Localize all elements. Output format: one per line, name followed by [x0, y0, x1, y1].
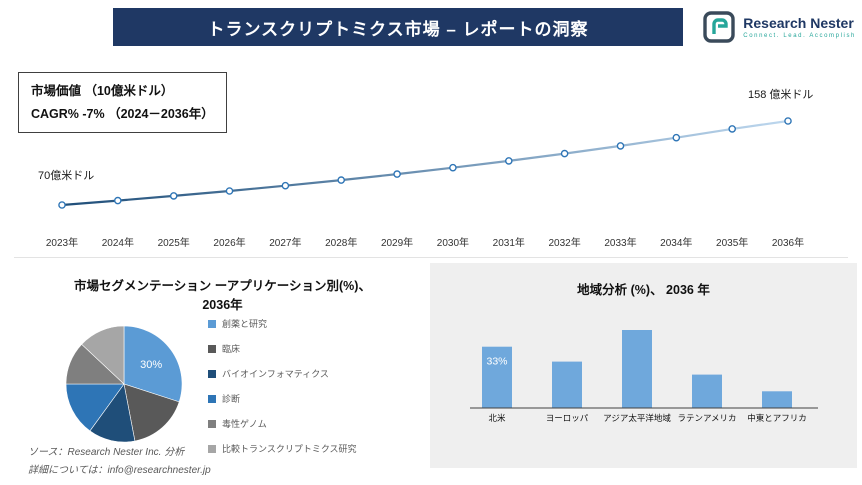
line-point: [169, 192, 178, 200]
legend-swatch: [208, 394, 216, 403]
logo-text: Research Nester Connect. Lead. Accomplis…: [743, 15, 856, 39]
line-point: [449, 163, 457, 172]
regional-analysis-panel: 地域分析 (%)、 2036 年 33% 北米 ヨーロッパ アジア太平洋地域 ラテンアメ…: [430, 263, 857, 468]
pie-legend-item: 創薬と研究: [208, 317, 357, 330]
pie-legend-item: 臨床: [208, 342, 357, 355]
legend-label: 創薬と研究: [222, 319, 268, 329]
pie-legend-item: バイオインフォマティクス: [208, 367, 357, 380]
bar-category-label: ラテンアメリカ: [677, 413, 736, 423]
legend-swatch: [208, 444, 216, 453]
logo-icon: [703, 11, 735, 43]
line-chart-x-axis: 2023年 2024年 2025年 2026年 2027年 2028年 2029年 2030年…: [0, 234, 862, 249]
legend-label: 毒性ゲノム: [222, 419, 267, 429]
legend-label: 診断: [222, 394, 241, 404]
line-point: [504, 157, 513, 165]
x-axis-label: 2030年: [436, 238, 470, 249]
pie-title-line1: 市場セグメンテーション ーアプリケーション別(%)、: [74, 279, 371, 293]
pie-legend-item: 比較トランスクリプトミクス研究: [208, 442, 357, 455]
x-axis-label: 2033年: [604, 238, 637, 249]
bar: [482, 346, 512, 408]
legend-swatch: [208, 369, 216, 378]
market-value-box: 市場価値 （10億米ドル） CAGR% -7% （2024－2036年）: [18, 72, 227, 133]
bar: [622, 330, 652, 408]
bar-data-label: 33%: [486, 356, 507, 368]
pie-slice: [123, 383, 180, 442]
x-axis-label: 2023年: [45, 238, 79, 249]
pie-slice: [81, 325, 125, 385]
bar-category-label: 中東とアフリカ: [747, 413, 807, 423]
line-point: [784, 117, 792, 125]
x-axis-label: 2035年: [716, 238, 749, 249]
legend-swatch: [208, 344, 216, 353]
bar-chart-title: 地域分析 (%)、 2036 年: [577, 283, 710, 297]
divider-rule: [14, 257, 848, 258]
line-series: [61, 119, 789, 207]
x-axis-label: 2036年: [771, 238, 805, 249]
legend-label: 比較トランスクリプトミクス研究: [222, 444, 357, 454]
x-axis-label: 2031年: [492, 238, 525, 249]
bar: [692, 374, 722, 408]
legend-swatch: [208, 419, 216, 428]
line-start-annotation: 70億米ドル: [38, 170, 95, 182]
x-axis-label: 2025年: [157, 238, 190, 249]
line-point: [393, 170, 401, 178]
logo-name: Research Nester: [743, 15, 854, 31]
footer-source: ソース：Research Nester Inc. 分析: [28, 447, 185, 458]
bar-chart: 33% 北米 ヨーロッパ アジア太平洋地域 ラテンアメリカ 中東とアフリカ: [470, 330, 818, 423]
pie-slice: [65, 383, 125, 432]
legend-swatch: [208, 319, 216, 328]
line-point: [58, 201, 66, 209]
x-axis-label: 2027年: [269, 238, 302, 249]
legend-label: バイオインフォマティクス: [222, 369, 329, 379]
bar: [552, 361, 582, 408]
line-point: [728, 125, 737, 133]
pie-legend: 創薬と研究臨床バイオインフォマティクス 診断毒性ゲノム比較トランスクリプトミクス研…: [208, 317, 357, 467]
pie-data-label: 30%: [140, 359, 162, 371]
pie-legend-item: 毒性ゲノム: [208, 417, 357, 430]
x-axis-label: 2032年: [548, 238, 581, 249]
x-axis-label: 2029年: [380, 238, 414, 249]
line-point: [560, 149, 569, 158]
line-end-annotation: 158 億米ドル: [748, 89, 814, 101]
bar: [762, 391, 792, 408]
logo-tagline: Connect. Lead. Accomplish: [743, 33, 856, 39]
line-point: [225, 187, 234, 195]
market-value-label: 市場価値 （10億米ドル）: [31, 84, 174, 98]
x-axis-label: 2028年: [325, 238, 358, 249]
x-axis-label: 2026年: [213, 238, 246, 249]
research-nester-logo: Research Nester Connect. Lead. Accomplis…: [702, 10, 856, 44]
footer: ソース：Research Nester Inc. 分析 詳細については：info…: [28, 444, 211, 479]
market-cagr-label: CAGR% -7% （2024－2036年）: [31, 106, 214, 121]
line-point: [337, 176, 346, 184]
x-axis-label: 2034年: [660, 238, 693, 249]
pie-title-line2: 2036年: [202, 297, 243, 312]
line-point: [114, 196, 122, 205]
line-point: [672, 133, 681, 142]
pie-slice: [123, 325, 183, 403]
line-point: [616, 142, 625, 150]
pie-chart: 30%: [65, 325, 183, 443]
legend-label: 臨床: [222, 344, 241, 354]
line-chart: [58, 117, 792, 209]
page-title: トランスクリプトミクス市場 – レポートの洞察: [113, 8, 683, 46]
bar-category-label: ヨーロッパ: [546, 413, 589, 423]
footer-contact: 詳細については：info@researchnester.jp: [28, 464, 211, 476]
pie-legend-item: 診断: [208, 392, 357, 405]
bar-category-label: 北米: [488, 413, 506, 423]
bar-category-label: アジア太平洋地域: [603, 413, 671, 423]
pie-chart-title: 市場セグメンテーション ーアプリケーション別(%)、 2036年: [15, 277, 430, 315]
x-axis-label: 2024年: [101, 238, 134, 249]
line-point: [281, 181, 290, 190]
